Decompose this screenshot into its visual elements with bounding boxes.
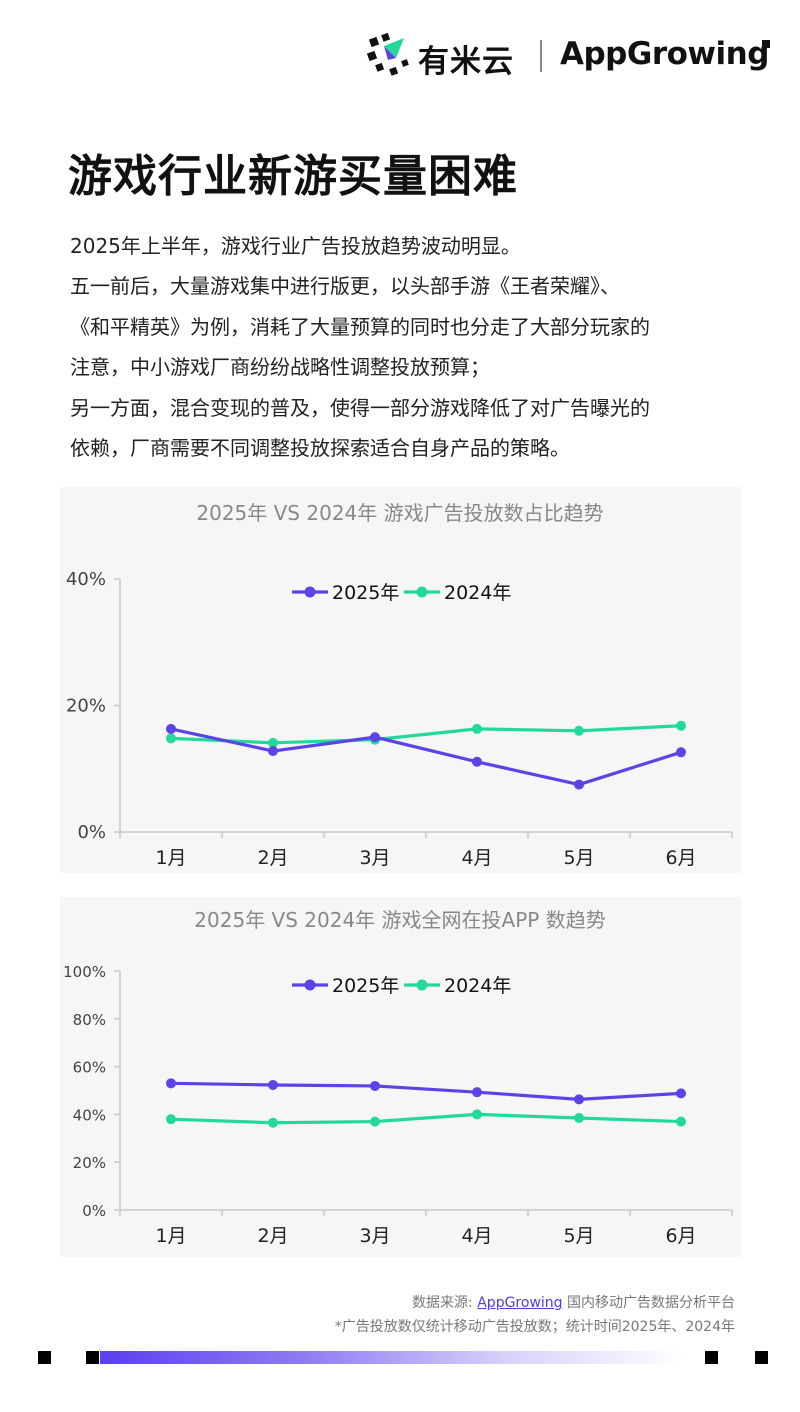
data-point-2025年 (676, 1088, 686, 1099)
legend-marker (304, 979, 316, 991)
appgrowing-link[interactable]: AppGrowing (477, 1295, 563, 1311)
y-tick-label: 40% (66, 569, 106, 590)
data-point-2024年 (574, 1112, 584, 1123)
intro-line: 《和平精英》为例，消耗了大量预算的同时也分走了大部分玩家的 (70, 314, 650, 339)
youmi-logo-icon (366, 32, 409, 76)
intro-line: 另一方面，混合变现的普及，使得一部分游戏降低了对广告曝光的 (70, 395, 650, 420)
decor-square (755, 1351, 768, 1364)
appgrowing-logo-square (762, 40, 770, 48)
series-line-2025年 (170, 727, 682, 787)
x-tick-label: 1月 (155, 1225, 186, 1247)
x-tick-label: 1月 (155, 847, 186, 869)
legend-marker (304, 586, 316, 598)
data-point-2024年 (370, 1116, 380, 1127)
appgrowing-logo-text: AppGrowing (560, 36, 769, 72)
data-point-2025年 (166, 1078, 176, 1089)
data-point-2025年 (472, 756, 482, 767)
series-line-2025年 (170, 1081, 682, 1101)
legend-label: 2025年 (332, 582, 399, 604)
x-tick-label: 2月 (257, 847, 288, 869)
legend-label: 2024年 (444, 975, 511, 997)
decor-square (38, 1351, 51, 1364)
header: 有米云 AppGrowing (360, 30, 780, 80)
intro-line: 2025年上半年，游戏行业广告投放趋势波动明显。 (70, 234, 521, 258)
intro-line: 依赖，厂商需要不同调整投放探索适合自身产品的策略。 (70, 436, 570, 461)
legend-label: 2024年 (444, 582, 511, 604)
data-point-2025年 (370, 732, 380, 743)
y-tick-label: 60% (73, 1059, 106, 1077)
data-point-2025年 (268, 746, 278, 757)
x-tick-label: 6月 (665, 847, 696, 869)
x-tick-label: 3月 (359, 847, 390, 869)
data-point-2025年 (268, 1080, 278, 1091)
chart-title: 2025年 VS 2024年 游戏广告投放数占比趋势 (196, 501, 603, 525)
y-tick-label: 80% (73, 1011, 106, 1029)
page-title: 游戏行业新游买量困难 (68, 151, 518, 202)
ad-share-trend-svg: 2025年 VS 2024年 游戏广告投放数占比趋势 0% 20% 40% 1月 2月 3月… (66, 501, 733, 869)
series-line-2024年 (170, 724, 682, 745)
intro-paragraph: 2025年上半年，游戏行业广告投放趋势波动明显。 五一前后，大量游戏集中进行版更… (70, 226, 750, 468)
data-point-2025年 (370, 1080, 380, 1091)
x-tick-label: 5月 (563, 1225, 594, 1247)
legend-label: 2025年 (332, 975, 399, 997)
x-tick-label: 2月 (257, 1225, 288, 1247)
data-point-2024年 (166, 1114, 176, 1125)
data-point-2025年 (574, 779, 584, 790)
x-tick-label: 5月 (563, 847, 594, 869)
legend-marker (416, 979, 428, 991)
x-tick-label: 6月 (665, 1225, 696, 1247)
data-point-2024年 (676, 1116, 686, 1127)
y-tick-label: 40% (73, 1106, 106, 1124)
y-tick-label: 20% (73, 1154, 106, 1172)
chart-title: 2025年 VS 2024年 游戏全网在投APP 数趋势 (194, 908, 605, 932)
data-point-2025年 (676, 747, 686, 758)
x-tick-label: 3月 (359, 1225, 390, 1247)
legend-marker (416, 586, 428, 598)
data-point-2025年 (574, 1094, 584, 1105)
data-point-2025年 (472, 1087, 482, 1098)
intro-line: 注意，中小游戏厂商纷纷战略性调整投放预算； (70, 355, 490, 380)
statistics-note: *广告投放数仅统计移动广告投放数；统计时间2025年、2024年 (334, 1319, 735, 1335)
app-count-trend-chart: 2025年 VS 2024年 游戏全网在投APP 数趋势 0% 20% 40% 60% 8… (60, 897, 741, 1257)
data-point-2024年 (268, 1117, 278, 1128)
data-point-2024年 (472, 723, 482, 734)
x-tick-label: 4月 (461, 847, 492, 869)
data-point-2024年 (574, 725, 584, 736)
decor-square (705, 1351, 718, 1364)
y-tick-label: 0% (77, 822, 106, 843)
decor-square (86, 1351, 99, 1364)
data-point-2025年 (166, 723, 176, 734)
series-line-2024年 (170, 1112, 682, 1125)
data-source-note: 数据来源: AppGrowing 国内移动广告数据分析平台 (412, 1295, 735, 1311)
y-tick-label: 100% (63, 963, 106, 981)
y-tick-label: 0% (82, 1202, 106, 1220)
app-count-trend-svg: 2025年 VS 2024年 游戏全网在投APP 数趋势 0% 20% 40% 60% 8… (63, 908, 733, 1247)
ad-share-trend-chart: 2025年 VS 2024年 游戏广告投放数占比趋势 0% 20% 40% 1月 2月 3月… (60, 487, 741, 873)
gradient-bar (100, 1351, 685, 1364)
data-point-2024年 (472, 1109, 482, 1120)
data-point-2024年 (676, 720, 686, 731)
data-point-2024年 (166, 733, 176, 744)
intro-line: 五一前后，大量游戏集中进行版更，以头部手游《王者荣耀》、 (70, 274, 620, 299)
x-tick-label: 4月 (461, 1225, 492, 1247)
data-point-2024年 (268, 737, 278, 748)
youmi-logo-text: 有米云 (418, 44, 514, 80)
y-tick-label: 20% (66, 696, 106, 717)
bottom-decoration (0, 1351, 800, 1365)
logo-divider (540, 40, 542, 72)
